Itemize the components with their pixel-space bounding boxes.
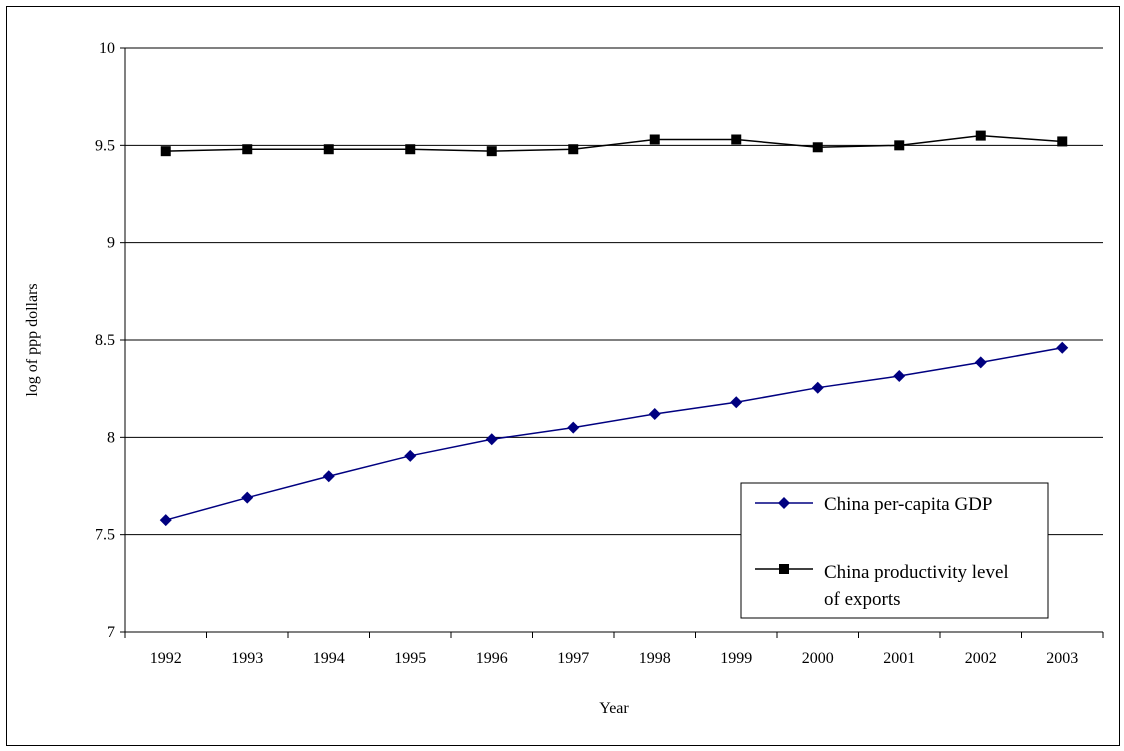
y-tick-label: 10 xyxy=(99,40,115,57)
data-point-gdp xyxy=(893,370,905,382)
legend-label-exports-line1: China productivity level xyxy=(824,562,1009,583)
x-tick-label: 1992 xyxy=(150,650,182,667)
data-point-gdp xyxy=(241,492,253,504)
x-tick-label: 2003 xyxy=(1046,650,1078,667)
data-point-gdp xyxy=(812,382,824,394)
data-point-gdp xyxy=(567,422,579,434)
legend-label-exports-line2: of exports xyxy=(824,589,901,610)
y-tick-label: 9.5 xyxy=(95,137,115,154)
y-axis-title: log of ppp dollars xyxy=(24,283,41,396)
x-tick-label: 2002 xyxy=(965,650,997,667)
x-tick-label: 1994 xyxy=(313,650,345,667)
y-tick-label: 8 xyxy=(107,429,115,446)
data-point-gdp xyxy=(404,450,416,462)
x-tick-label: 1993 xyxy=(231,650,263,667)
series-layer xyxy=(160,131,1069,526)
y-tick-label: 8.5 xyxy=(95,332,115,349)
gridlines xyxy=(125,48,1103,535)
data-point-exports xyxy=(650,134,660,144)
data-point-exports xyxy=(813,142,823,152)
data-point-exports xyxy=(405,144,415,154)
x-tick-label: 1996 xyxy=(476,650,508,667)
data-point-gdp xyxy=(160,514,172,526)
data-point-exports xyxy=(324,144,334,154)
data-point-exports xyxy=(894,140,904,150)
data-point-exports xyxy=(976,131,986,141)
x-tick-label: 1998 xyxy=(639,650,671,667)
series-line-exports xyxy=(166,136,1063,152)
data-point-exports xyxy=(161,146,171,156)
data-point-gdp xyxy=(486,433,498,445)
data-point-exports xyxy=(568,144,578,154)
x-tick-label: 2000 xyxy=(802,650,834,667)
legend: China per-capita GDP China productivity … xyxy=(741,483,1048,618)
data-point-gdp xyxy=(975,356,987,368)
data-point-gdp xyxy=(323,470,335,482)
x-axis-title: Year xyxy=(599,700,629,717)
data-point-gdp xyxy=(730,396,742,408)
y-tick-label: 9 xyxy=(107,235,115,252)
y-tick-label: 7 xyxy=(107,624,115,641)
data-point-exports xyxy=(487,146,497,156)
data-point-exports xyxy=(242,144,252,154)
x-tick-label: 1995 xyxy=(394,650,426,667)
data-point-exports xyxy=(1057,136,1067,146)
y-tick-label: 7.5 xyxy=(95,527,115,544)
data-point-gdp xyxy=(649,408,661,420)
data-point-gdp xyxy=(1056,342,1068,354)
data-point-exports xyxy=(731,134,741,144)
x-tick-label: 1997 xyxy=(557,650,589,667)
x-tick-label: 2001 xyxy=(883,650,915,667)
legend-marker-exports xyxy=(779,564,789,574)
x-tick-label: 1999 xyxy=(720,650,752,667)
legend-label-gdp: China per-capita GDP xyxy=(824,494,992,515)
